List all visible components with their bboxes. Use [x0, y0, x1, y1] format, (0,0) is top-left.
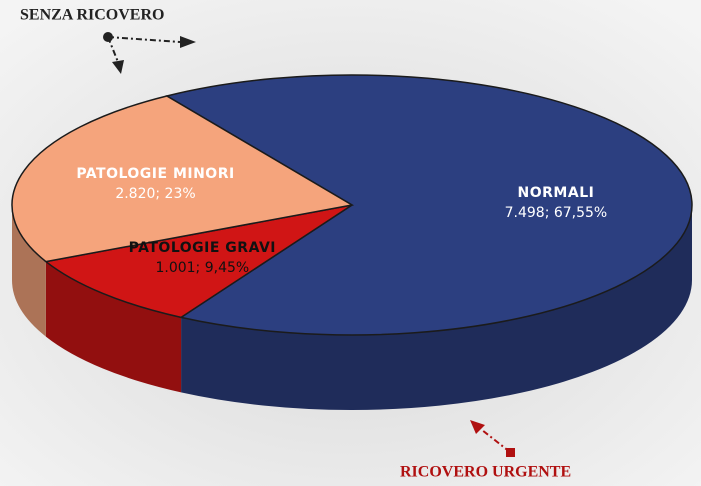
annotation: RICOVERO URGENTE	[400, 464, 571, 481]
slice-label: NORMALI	[518, 185, 595, 201]
annotation: SENZA RICOVERO	[20, 7, 164, 24]
slice-label: PATOLOGIE GRAVI	[129, 240, 276, 256]
slice-label: PATOLOGIE MINORI	[76, 166, 234, 182]
pie: NORMALI 7.498; 67,55% PATOLOGIE GRAVI 1.001…	[12, 75, 692, 410]
value-label: 7.498; 67,55%	[505, 205, 608, 221]
value-label: 2.820; 23%	[115, 186, 195, 202]
value-label: 1.001; 9,45%	[155, 260, 249, 276]
chart: NORMALI 7.498; 67,55% PATOLOGIE GRAVI 1.001…	[0, 0, 701, 486]
